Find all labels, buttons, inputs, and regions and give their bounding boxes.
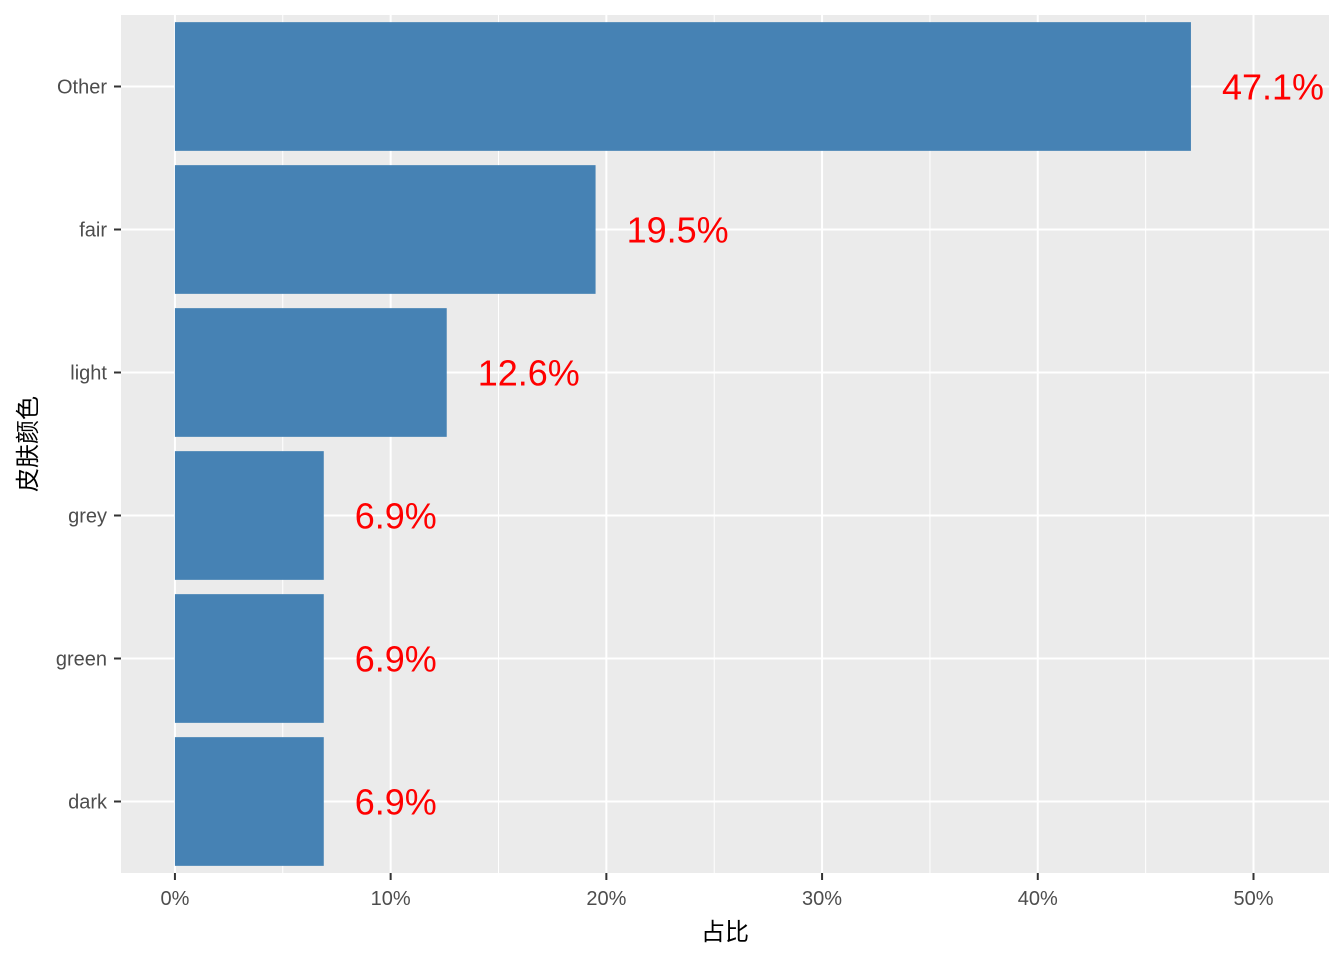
data-label: 6.9% <box>355 639 437 680</box>
bar <box>174 451 324 580</box>
bar <box>174 737 324 866</box>
data-label: 47.1% <box>1222 67 1324 108</box>
x-tick-label: 20% <box>586 888 626 910</box>
data-label: 6.9% <box>355 496 437 537</box>
bars <box>174 22 1191 866</box>
y-tick-label: fair <box>79 220 107 242</box>
data-labels: 47.1% 19.5% 12.6% 6.9% 6.9% 6.9% <box>355 67 1324 823</box>
x-tick-label: 0% <box>160 888 189 910</box>
x-tick-label: 50% <box>1233 888 1273 910</box>
bar <box>174 594 324 723</box>
data-label: 6.9% <box>355 782 437 823</box>
y-tick-label: green <box>56 649 107 671</box>
x-tick-label: 10% <box>371 888 411 910</box>
bar <box>174 165 596 294</box>
plot-panel <box>121 15 1329 873</box>
x-tick-label: 30% <box>802 888 842 910</box>
data-label: 19.5% <box>627 210 729 251</box>
x-tick-label: 40% <box>1018 888 1058 910</box>
y-tick-label: light <box>70 363 107 385</box>
x-axis-title: 占比 <box>701 918 749 946</box>
data-label: 12.6% <box>478 353 580 394</box>
x-axis: 0% 10% 20% 30% 40% 50% <box>160 873 1274 910</box>
bar <box>174 308 447 437</box>
y-tick-label: grey <box>68 506 107 528</box>
y-axis: Other fair light grey green dark <box>56 77 121 814</box>
grid-minor <box>282 15 1147 873</box>
y-tick-label: Other <box>57 77 107 99</box>
y-tick-label: dark <box>68 792 108 814</box>
bar <box>174 22 1191 151</box>
y-axis-title: 皮肤颜色 <box>14 396 42 492</box>
